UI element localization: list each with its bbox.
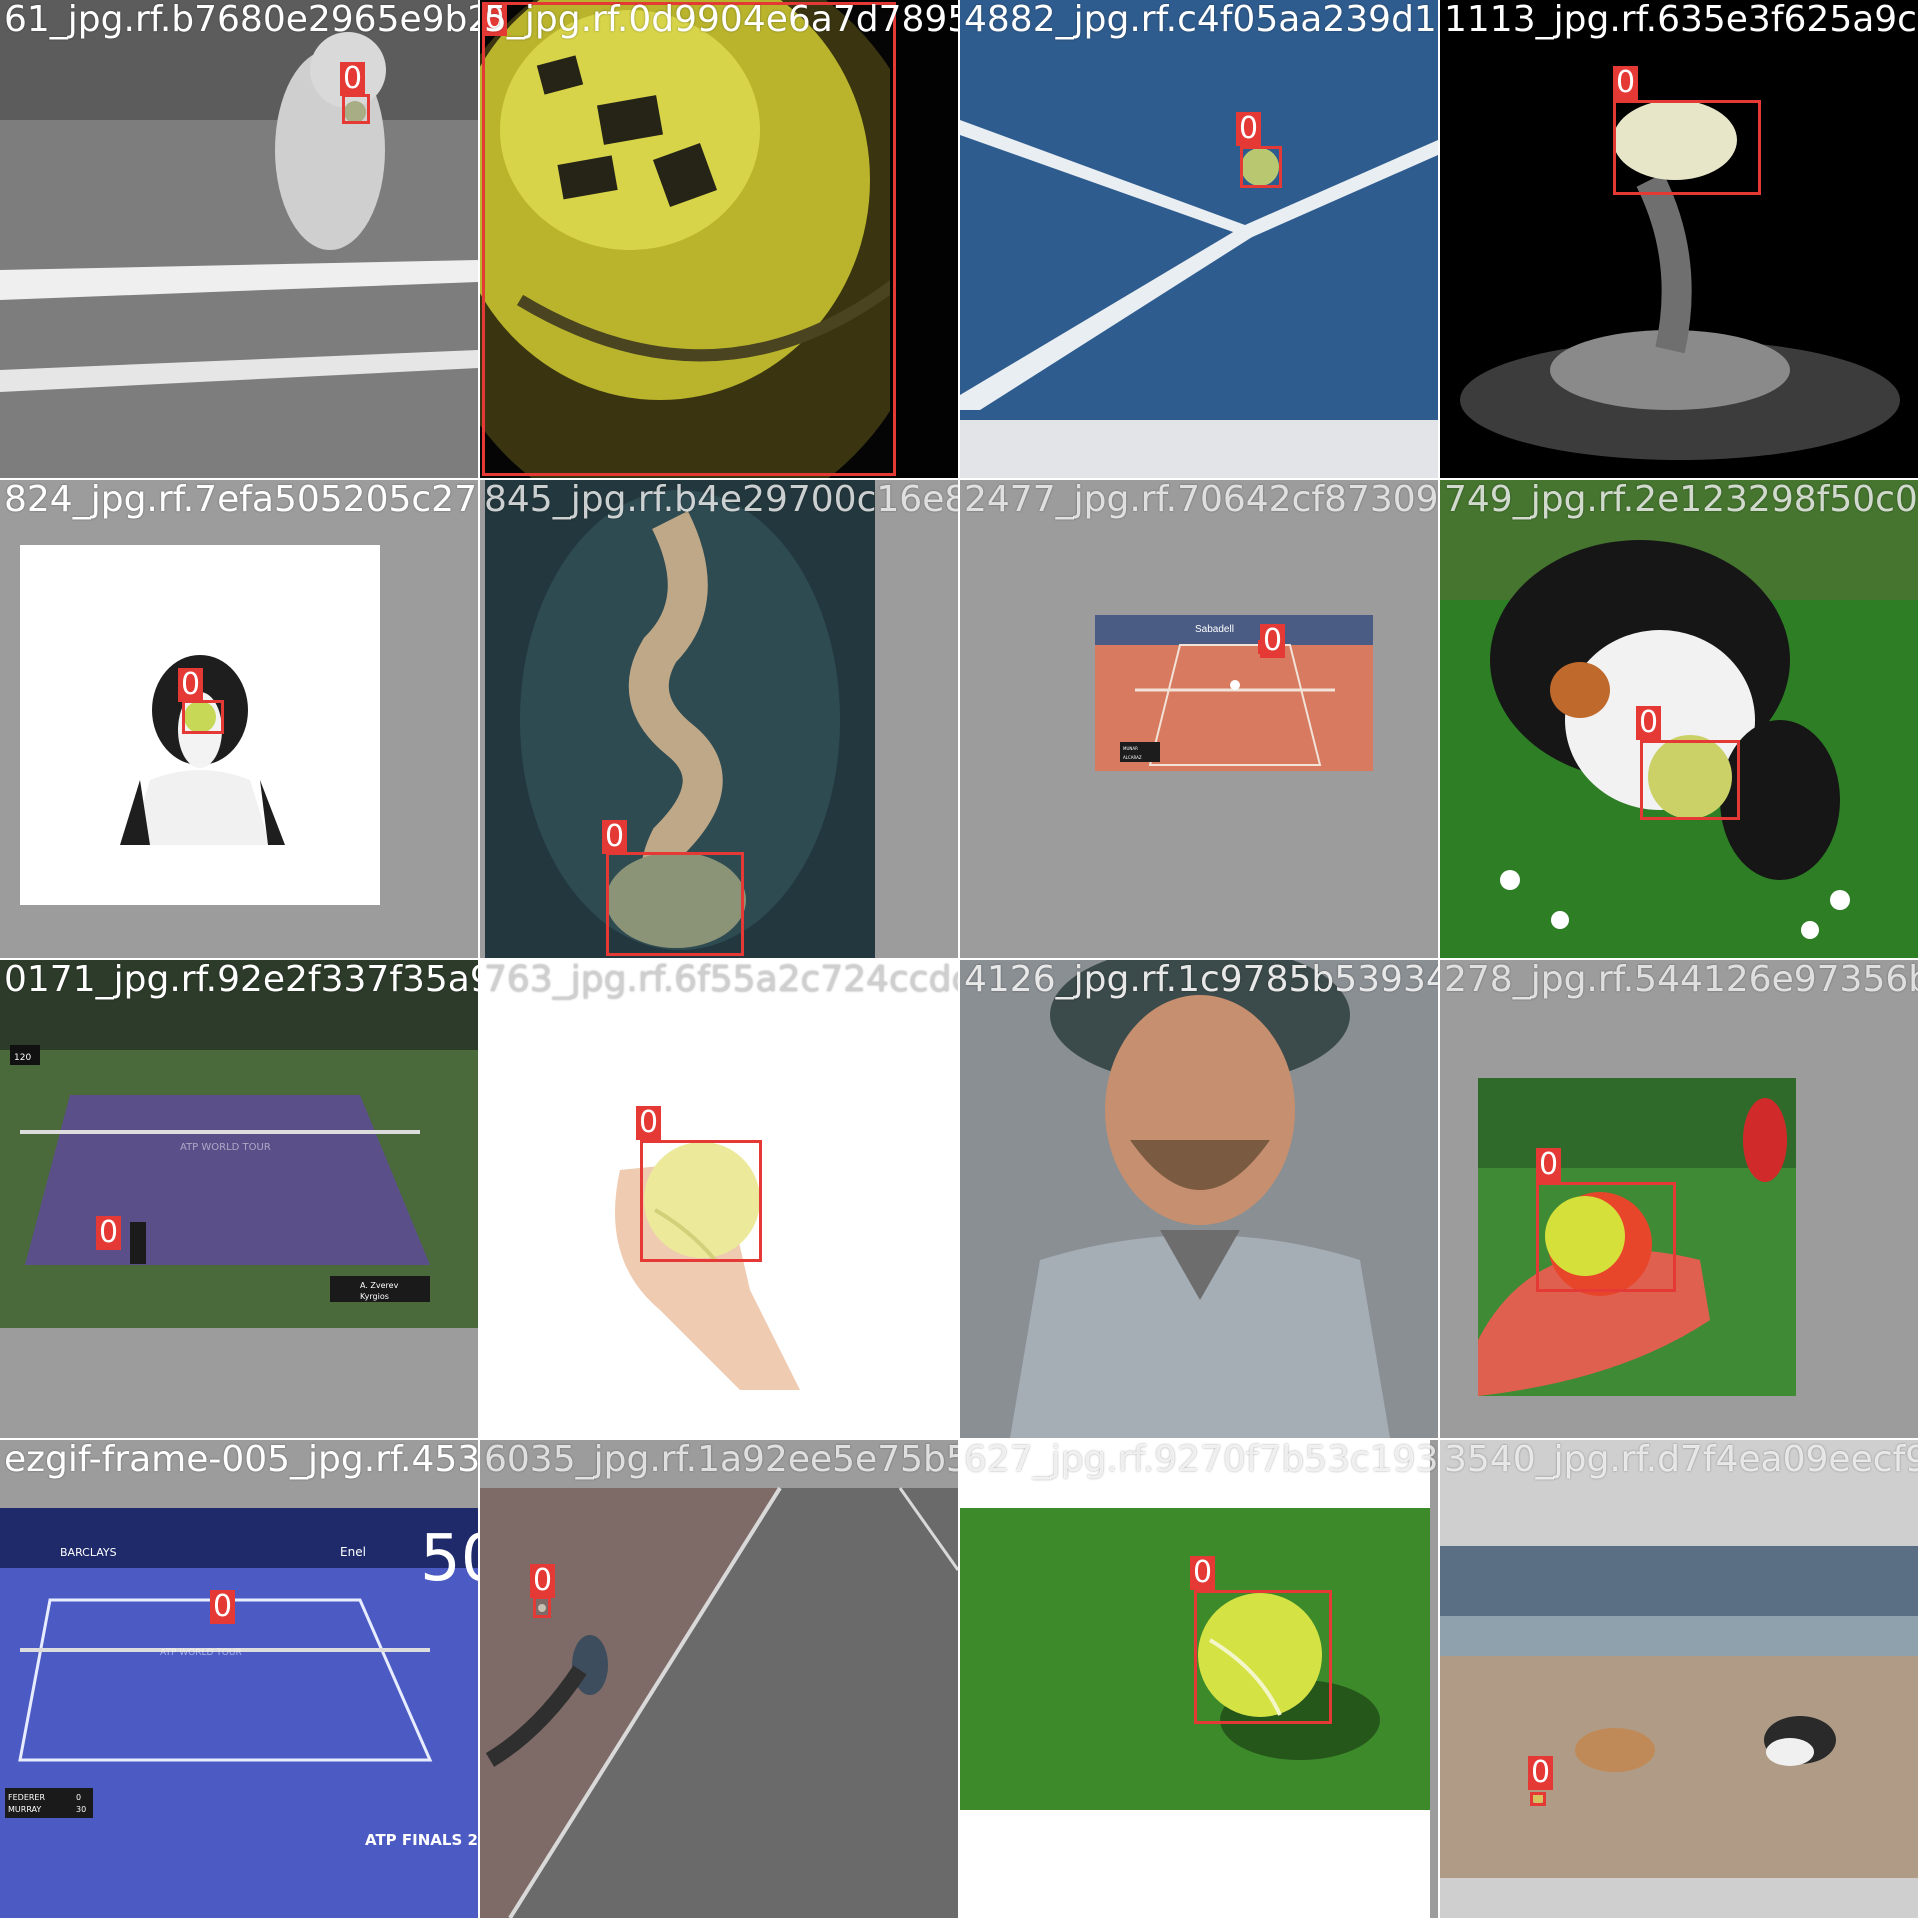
tile-3-filename: 4882_jpg.rf.c4f05aa239d1da <box>964 0 1438 40</box>
tile-15-image <box>960 1440 1438 1918</box>
tile-4-class-label: 0 <box>1613 66 1639 100</box>
tile-2: 0 5_jpg.rf.0d9904e6a7d789534cdb <box>480 0 958 478</box>
tile-1-class-label: 0 <box>340 62 366 96</box>
tile-3-image <box>960 0 1438 478</box>
score-set-1: 0 <box>76 1793 81 1802</box>
tile-6-bbox <box>606 852 744 956</box>
tile-2-filename: 5_jpg.rf.0d9904e6a7d789534cdb <box>484 0 958 40</box>
tile-6-image <box>480 480 958 958</box>
tile-10: 0 763_jpg.rf.6f55a2c724ccdc <box>480 960 958 1438</box>
tile-15-class-label: 0 <box>1190 1556 1216 1590</box>
score-player-b: Kyrgios <box>360 1292 389 1301</box>
tile-8-filename: 749_jpg.rf.2e123298f50c052 <box>1444 480 1918 520</box>
tile-10-filename: 763_jpg.rf.6f55a2c724ccdc <box>484 960 958 1000</box>
tile-4-image <box>1440 0 1918 478</box>
tile-12-class-label: 0 <box>1536 1148 1562 1182</box>
tile-14: 0 6035_jpg.rf.1a92ee5e75b5c9 <box>480 1440 958 1918</box>
tile-7: Sabadell MUNAR ALCARAZ 0 2477_jpg.rf.706… <box>960 480 1438 958</box>
tile-1-filename: 61_jpg.rf.b7680e2965e9b22 <box>4 0 478 40</box>
tile-14-image <box>480 1440 958 1918</box>
tile-11-filename: 4126_jpg.rf.1c9785b53934 <box>964 960 1438 1000</box>
tile-6-filename: 845_jpg.rf.b4e29700c16e80 <box>484 480 958 520</box>
tile-3-bbox <box>1240 146 1282 188</box>
tile-13-class-label: 0 <box>210 1590 236 1624</box>
tile-14-bbox <box>533 1596 551 1618</box>
tile-11: 4126_jpg.rf.1c9785b53934 <box>960 960 1438 1438</box>
scorebug-line-1: MUNAR <box>1123 746 1138 751</box>
tile-1-image <box>0 0 478 478</box>
tile-9-filename: 0171_jpg.rf.92e2f337f35a97 <box>4 960 478 1000</box>
tile-7-class-label: 0 <box>1260 624 1286 658</box>
tile-6: 0 845_jpg.rf.b4e29700c16e80 <box>480 480 958 958</box>
tile-12-filename: 278_jpg.rf.544126e97356b7 <box>1444 960 1918 1000</box>
tile-12: 0 278_jpg.rf.544126e97356b7 <box>1440 960 1918 1438</box>
tile-7-filename: 2477_jpg.rf.70642cf873090727 <box>964 480 1438 520</box>
sabadell-sign: Sabadell <box>1195 624 1234 635</box>
tile-5-class-label: 0 <box>178 668 204 702</box>
tile-8-class-label: 0 <box>1636 706 1662 740</box>
tile-15-bbox <box>1194 1590 1332 1724</box>
tile-13-filename: ezgif-frame-005_jpg.rf.453ea <box>4 1440 478 1480</box>
tile-4-filename: 1113_jpg.rf.635e3f625a9c175 <box>1444 0 1918 40</box>
tile-9-image: ATP WORLD TOUR 120 A. Zverev Kyrgios <box>0 960 478 1438</box>
tile-5-filename: 824_jpg.rf.7efa505205c2777 <box>4 480 478 520</box>
tile-16-class-label: 0 <box>1528 1756 1554 1790</box>
tile-9: ATP WORLD TOUR 120 A. Zverev Kyrgios 0 0… <box>0 960 478 1438</box>
tile-12-bbox <box>1536 1182 1676 1292</box>
tile-1-bbox <box>342 94 370 124</box>
score-player-a: A. Zverev <box>360 1281 399 1290</box>
tile-8-image <box>1440 480 1918 958</box>
tile-16: 0 3540_jpg.rf.d7f4ea09eecf9 <box>1440 1440 1918 1918</box>
tile-16-filename: 3540_jpg.rf.d7f4ea09eecf9 <box>1444 1440 1918 1480</box>
tile-1: 0 61_jpg.rf.b7680e2965e9b22 <box>0 0 478 478</box>
tile-2-class-label: 0 <box>482 2 508 36</box>
tile-10-class-label: 0 <box>636 1106 662 1140</box>
board-enel: Enel <box>340 1545 366 1559</box>
tile-10-bbox <box>640 1140 762 1262</box>
court-text: ATP WORLD TOUR <box>180 1142 271 1153</box>
tile-13-image: BARCLAYS Enel 50 ATP WORLD TOUR FEDERER … <box>0 1440 478 1918</box>
tile-9-class-label: 0 <box>96 1216 122 1250</box>
tile-14-class-label: 0 <box>530 1564 556 1598</box>
score-federer: FEDERER <box>8 1793 45 1802</box>
tile-8: 0 749_jpg.rf.2e123298f50c052 <box>1440 480 1918 958</box>
tile-2-bbox <box>482 2 896 476</box>
tile-5-bbox <box>182 700 224 734</box>
tile-14-filename: 6035_jpg.rf.1a92ee5e75b5c9 <box>484 1440 958 1480</box>
tile-8-bbox <box>1640 740 1740 820</box>
court-text-13: ATP WORLD TOUR <box>160 1648 242 1658</box>
tile-15: 0 627_jpg.rf.9270f7b53c1934 <box>960 1440 1438 1918</box>
tile-3: 0 4882_jpg.rf.c4f05aa239d1da <box>960 0 1438 478</box>
score-murray: MURRAY <box>8 1805 41 1814</box>
board-barclays: BARCLAYS <box>60 1546 117 1559</box>
tile-10-image <box>480 960 958 1438</box>
board-big-number: 50 <box>420 1522 478 1596</box>
score-set-2: 30 <box>76 1805 86 1814</box>
tile-5-image <box>0 480 478 958</box>
tile-7-image: Sabadell MUNAR ALCARAZ <box>960 480 1438 958</box>
tile-4-bbox <box>1613 100 1761 195</box>
tile-13: BARCLAYS Enel 50 ATP WORLD TOUR FEDERER … <box>0 1440 478 1918</box>
tile-6-class-label: 0 <box>602 820 628 854</box>
tile-16-image <box>1440 1440 1918 1918</box>
scorebug-line-2: ALCARAZ <box>1123 755 1142 760</box>
tile-11-image <box>960 960 1438 1438</box>
tile-16-bbox <box>1530 1792 1546 1806</box>
tile-3-class-label: 0 <box>1236 112 1262 146</box>
atp-finals-banner: ATP FINALS 20 <box>365 1831 478 1849</box>
tile-5: 0 824_jpg.rf.7efa505205c2777 <box>0 480 478 958</box>
tile-2-image <box>480 0 958 478</box>
tile-15-filename: 627_jpg.rf.9270f7b53c1934 <box>964 1440 1438 1480</box>
tile-12-image <box>1440 960 1918 1438</box>
speed-board: 120 <box>14 1053 31 1063</box>
tile-4: 0 1113_jpg.rf.635e3f625a9c175 <box>1440 0 1918 478</box>
